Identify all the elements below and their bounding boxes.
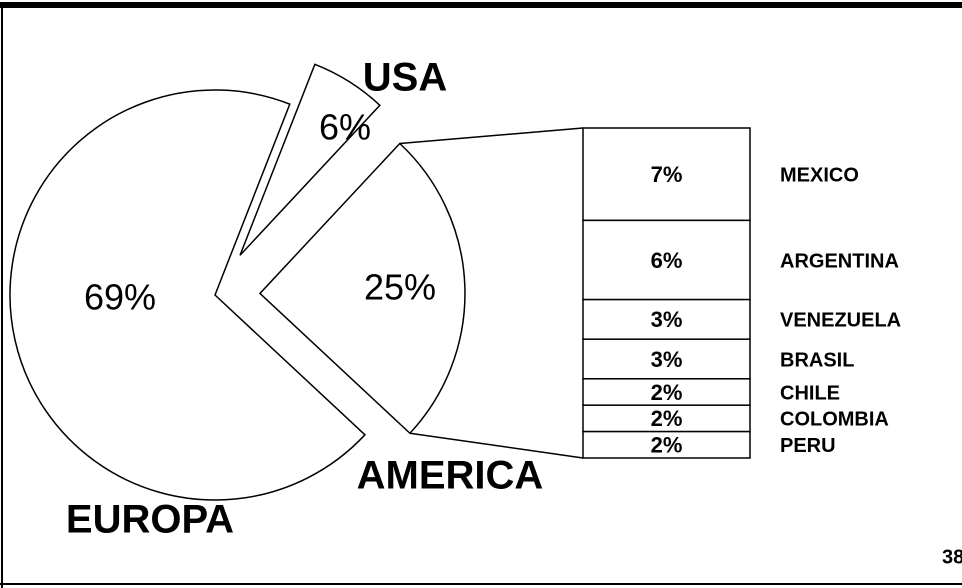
breakdown-segment bbox=[582, 338, 751, 380]
slice-name: AMERICA bbox=[357, 454, 544, 498]
breakdown-value-label: 2% bbox=[651, 380, 683, 405]
breakdown-name: ARGENTINA bbox=[780, 250, 899, 272]
breakdown-segment bbox=[582, 404, 751, 433]
slice-value-label: 6% bbox=[319, 107, 371, 148]
breakdown-segment bbox=[582, 430, 751, 459]
breakdown-segment bbox=[582, 298, 751, 340]
breakdown-value-label: 2% bbox=[651, 406, 683, 431]
pie-slice bbox=[9, 89, 366, 501]
connector-line bbox=[409, 432, 584, 459]
pie-slice bbox=[258, 142, 466, 435]
breakdown-name: MEXICO bbox=[780, 164, 859, 186]
breakdown-name: PERU bbox=[780, 435, 836, 457]
slice-value-label: 25% bbox=[364, 267, 436, 308]
breakdown-value-label: 7% bbox=[651, 162, 683, 187]
breakdown-name: VENEZUELA bbox=[780, 310, 901, 332]
slice-value-label: 69% bbox=[84, 277, 156, 318]
breakdown-name: BRASIL bbox=[780, 349, 854, 371]
slice-name: USA bbox=[363, 56, 447, 100]
breakdown-name: CHILE bbox=[780, 382, 840, 404]
pie-slice bbox=[239, 63, 381, 256]
breakdown-value-label: 6% bbox=[651, 248, 683, 273]
breakdown-value-label: 3% bbox=[651, 347, 683, 372]
breakdown-name: COLOMBIA bbox=[780, 409, 889, 431]
breakdown-segment bbox=[582, 127, 751, 222]
breakdown-segment bbox=[582, 378, 751, 406]
page-number: 38 bbox=[942, 546, 962, 568]
slice-name: EUROPA bbox=[66, 498, 234, 542]
breakdown-value-label: 3% bbox=[651, 307, 683, 332]
breakdown-value-label: 2% bbox=[651, 433, 683, 458]
breakdown-segment bbox=[582, 219, 751, 301]
connector-line bbox=[399, 127, 584, 145]
